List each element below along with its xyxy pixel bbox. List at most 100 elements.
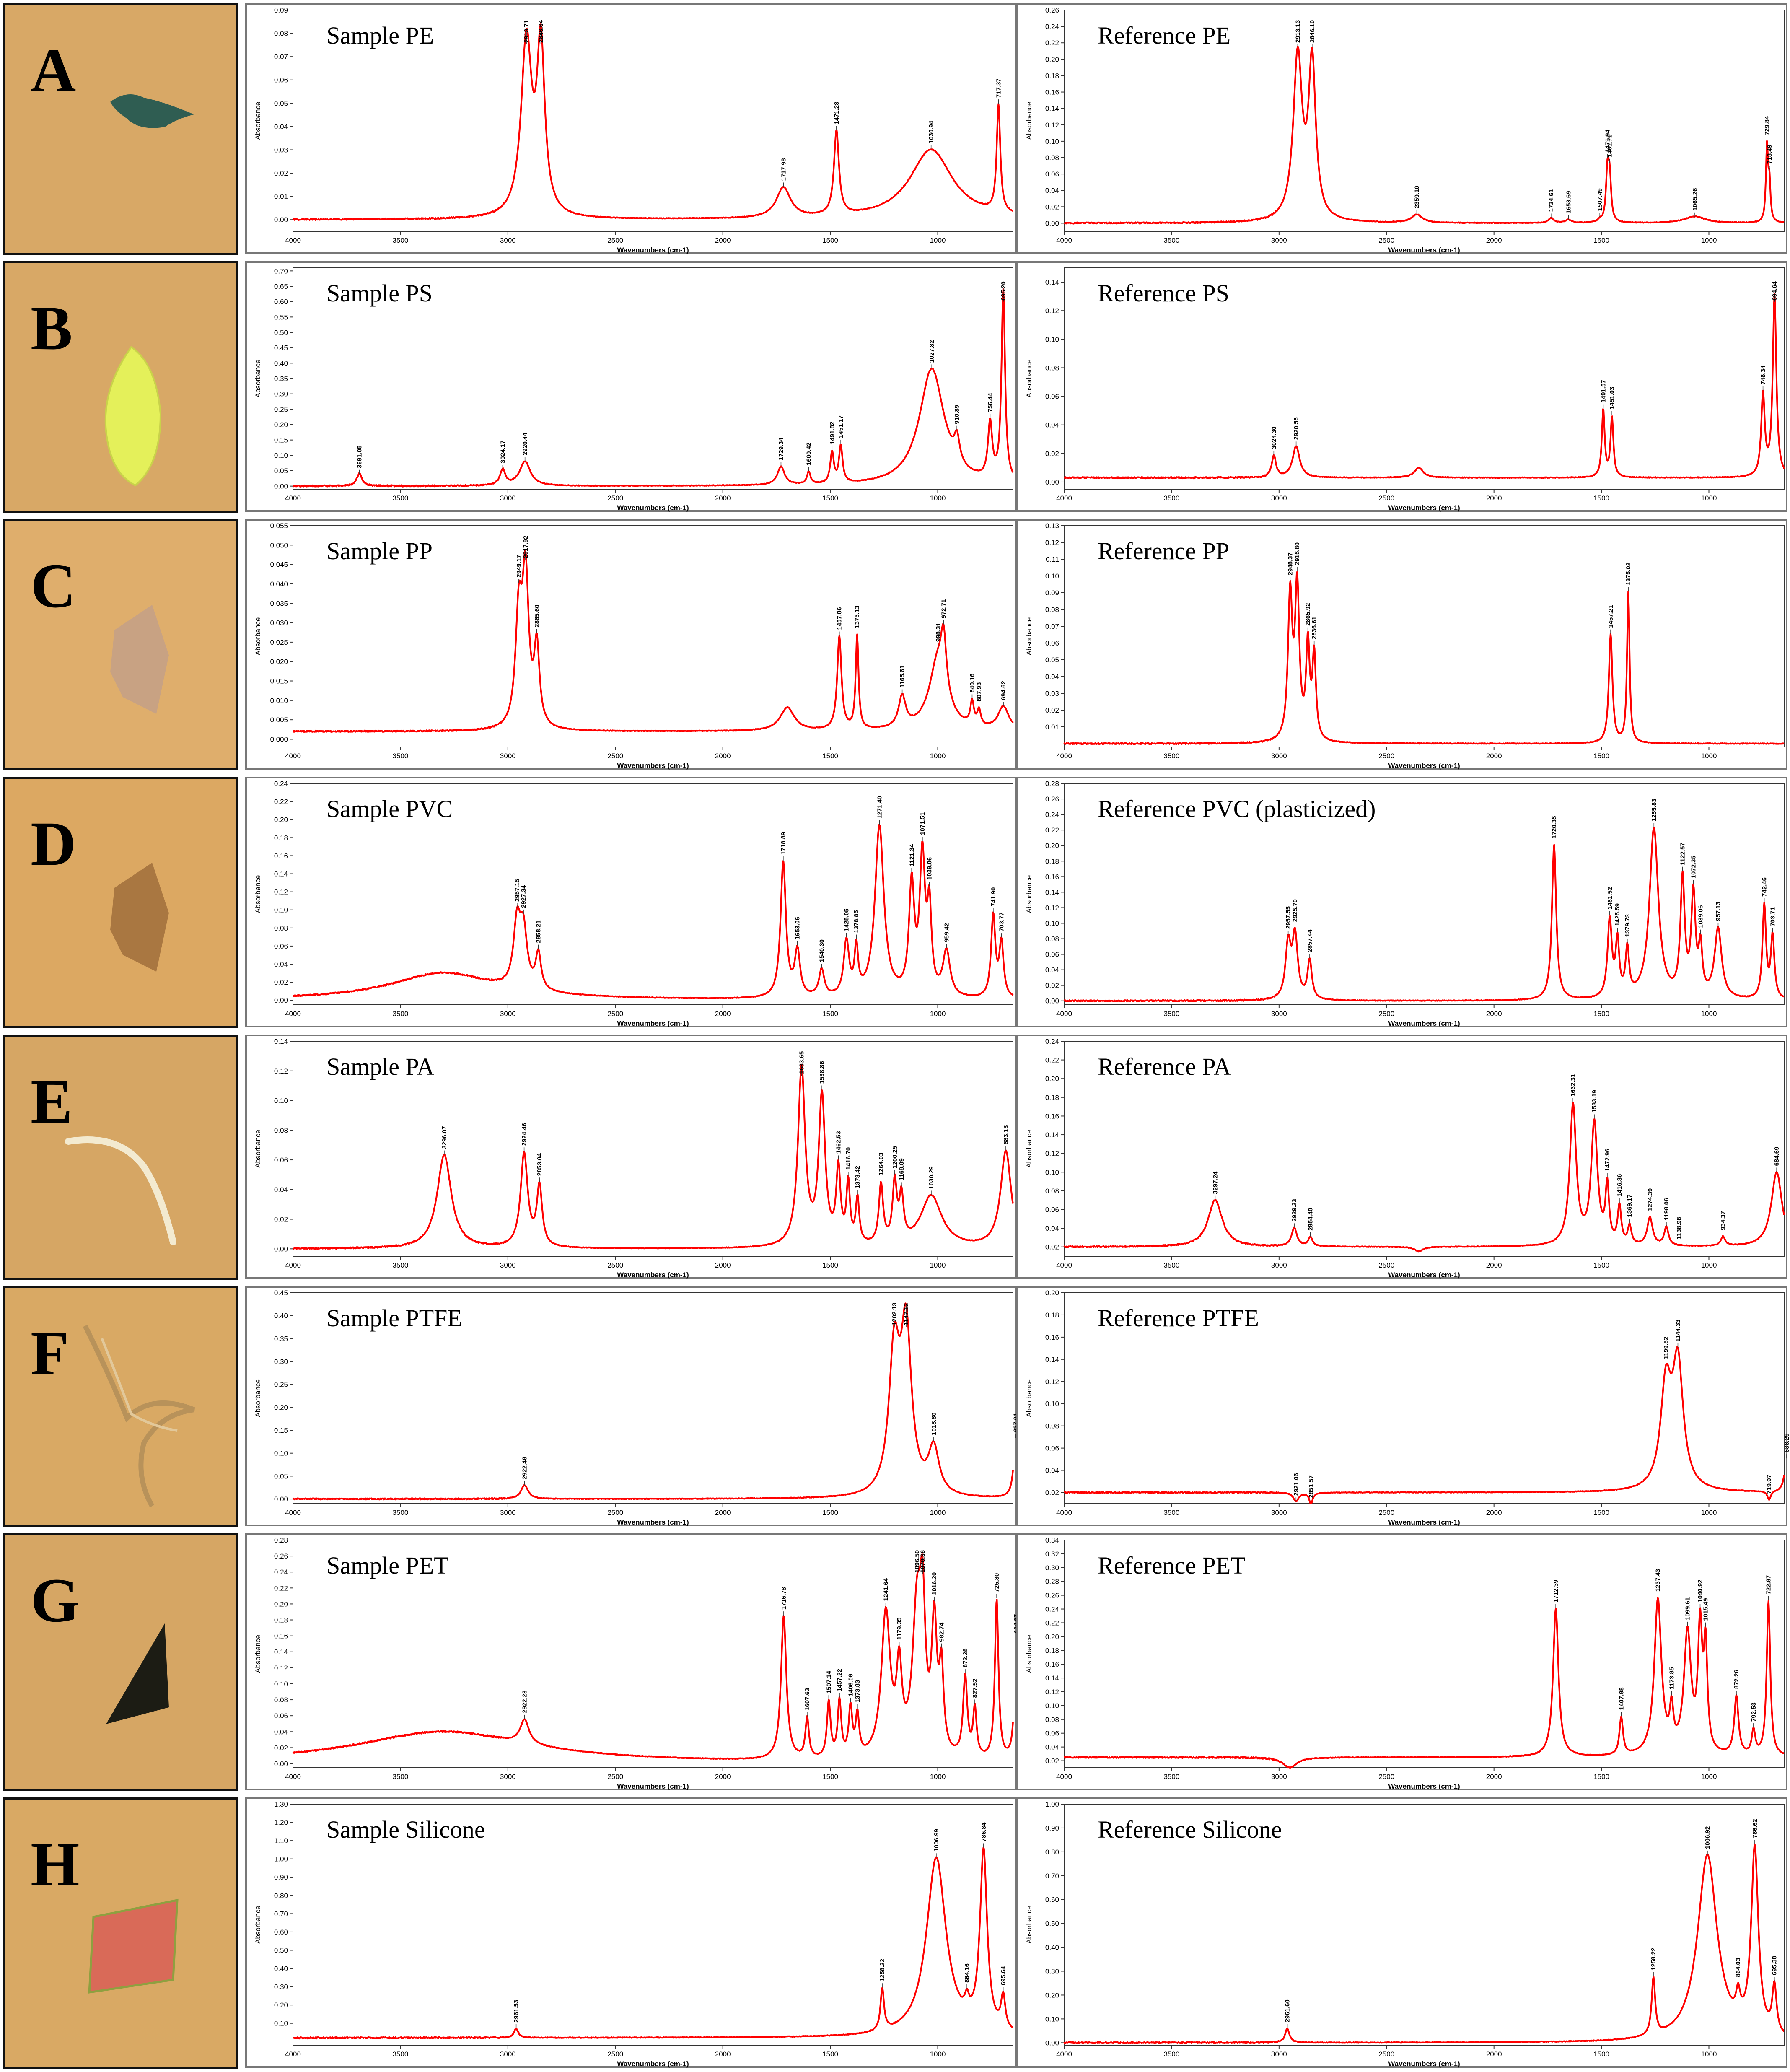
y-tick-label: 0.00: [1045, 997, 1059, 1005]
y-tick-label: 0.06: [1045, 393, 1059, 401]
x-tick-label: 2000: [715, 1773, 731, 1781]
x-tick-label: 3000: [1271, 2050, 1287, 2058]
y-tick-label: 0.02: [1045, 203, 1059, 211]
spectrum-title: Sample PET: [326, 1552, 449, 1579]
peak-label: 1734.61: [1548, 189, 1555, 212]
y-tick-label: 0.16: [1045, 1112, 1059, 1120]
y-tick-label: 0.20: [274, 1600, 288, 1608]
y-tick-label: 0.26: [1045, 1592, 1059, 1600]
x-tick-label: 1000: [1701, 1509, 1717, 1517]
y-tick-label: 0.08: [1045, 935, 1059, 943]
peak-label: 864.16: [964, 1963, 971, 1983]
plot-frame: [1064, 783, 1785, 1005]
y-tick-label: 0.22: [1045, 39, 1059, 47]
sample-spectrum-chart: 0.00 0.02 0.04 0.06 0.08 0.10 0.12 0.14 Absorban…: [254, 1037, 1014, 1279]
x-axis-label: Wavenumbers (cm-1): [1388, 246, 1460, 254]
x-tick-label: 3000: [500, 236, 516, 244]
sample-spectrum-chart: 0.00 0.02 0.04 0.06 0.08 0.10 0.12 0.14 0.16 0.18…: [254, 780, 1014, 1027]
peak-label: 717.37: [995, 78, 1002, 98]
sample-spectrum-panel: 0.00 0.02 0.04 0.06 0.08 0.10 0.12 0.14 Absorban…: [245, 1035, 1016, 1279]
peak-label: 1653.69: [1565, 191, 1572, 213]
spectrum-line: [1063, 826, 1785, 1003]
y-tick-label: 0.06: [1045, 1730, 1059, 1737]
x-tick-label: 1500: [822, 1261, 838, 1269]
peak-label: 1457.22: [836, 1669, 843, 1691]
y-tick-label: 0.14: [1045, 888, 1059, 896]
y-tick-label: 0.18: [1045, 72, 1059, 80]
y-tick-label: 1.10: [274, 1837, 288, 1845]
peak-label: 1072.35: [1690, 856, 1697, 878]
y-tick-label: 0.04: [1045, 1467, 1059, 1475]
x-tick-label: 3500: [393, 494, 409, 502]
peak-label: 638.29: [1783, 1433, 1789, 1452]
y-tick-label: 0.06: [1045, 951, 1059, 959]
peak-label: 1425.05: [843, 908, 850, 931]
sample-photo: H: [3, 1797, 238, 2069]
x-tick-label: 2000: [1486, 2050, 1502, 2058]
x-tick-label: 1500: [822, 1509, 838, 1517]
sample-photo: A: [3, 3, 238, 255]
y-tick-label: 0.01: [274, 193, 288, 201]
peak-label: 1491.57: [1600, 380, 1607, 402]
y-tick-label: 0.14: [274, 1648, 288, 1656]
x-tick-label: 4000: [1056, 236, 1072, 244]
peak-label: 1461.52: [1606, 887, 1614, 910]
y-tick-label: 0.04: [274, 1728, 288, 1736]
peak-label: 1179.35: [896, 1618, 903, 1640]
y-tick-label: 0.32: [1045, 1550, 1059, 1558]
spectrum-title: Reference Silicone: [1098, 1816, 1282, 1843]
x-tick-label: 2500: [1378, 1010, 1394, 1018]
panel-row: A 0.00 0.01 0.02 0.03 0.04 0.05 0.06 0.07 0.08 0.0…: [0, 0, 1790, 255]
peak-label: 1472.96: [1604, 1149, 1611, 1171]
spectrum-line: [292, 1063, 1014, 1250]
peak-label: 1030.29: [928, 1166, 935, 1189]
plot-frame: [1064, 1041, 1785, 1257]
peak-label: 1040.92: [1697, 1579, 1704, 1602]
peak-label: 2857.44: [1306, 929, 1313, 952]
peak-label: 1027.82: [928, 340, 935, 363]
x-axis-label: Wavenumbers (cm-1): [617, 1019, 689, 1027]
x-tick-label: 3000: [500, 1261, 516, 1269]
x-tick-label: 2000: [715, 1509, 731, 1517]
x-tick-label: 3500: [1164, 1010, 1180, 1018]
peak-label: 2359.10: [1414, 186, 1421, 208]
x-axis-label: Wavenumbers (cm-1): [617, 2060, 689, 2068]
x-tick-label: 2000: [1486, 1261, 1502, 1269]
peak-label: 1600.42: [806, 443, 813, 465]
peak-label: 1717.98: [780, 158, 787, 181]
x-axis-label: Wavenumbers (cm-1): [1388, 1518, 1460, 1526]
x-tick-label: 3500: [1164, 236, 1180, 244]
peak-label: 959.42: [943, 923, 950, 942]
x-tick-label: 1000: [930, 752, 946, 760]
y-tick-label: 0.12: [274, 1664, 288, 1672]
peak-label: 1165.61: [899, 665, 906, 687]
peak-label: 2922.48: [521, 1457, 528, 1479]
peak-label: 718.49: [1766, 145, 1773, 164]
sample-spectrum-chart: 0.00 0.01 0.02 0.03 0.04 0.05 0.06 0.07 0.08 0.09…: [254, 6, 1014, 254]
y-tick-label: 0.00: [1045, 2039, 1059, 2047]
peak-label: 1147.12: [903, 1303, 910, 1325]
peak-label: 1729.34: [777, 437, 785, 460]
reference-spectrum-panel: 0.00 0.10 0.20 0.30 0.40 0.50 0.60 0.70 0.80 0.90…: [1016, 1797, 1787, 2068]
y-tick-label: 0.02: [274, 1744, 288, 1752]
reference-spectrum-chart: 0.02 0.04 0.06 0.08 0.10 0.12 0.14 0.16 0.18 0.20…: [1025, 1037, 1785, 1279]
y-tick-label: 0.34: [1045, 1536, 1059, 1544]
x-tick-label: 3000: [1271, 494, 1287, 502]
plot-frame: [293, 1540, 1013, 1768]
y-axis-label: Absorbance: [254, 1635, 262, 1673]
y-tick-label: 0.14: [1045, 1131, 1059, 1139]
x-tick-label: 1500: [1593, 1261, 1609, 1269]
x-axis-label: Wavenumbers (cm-1): [617, 1271, 689, 1279]
x-tick-label: 4000: [285, 1773, 301, 1781]
peak-label: 1096.50: [914, 1550, 921, 1573]
x-tick-label: 1000: [1701, 1010, 1717, 1018]
peak-label: 1379.73: [1624, 914, 1631, 937]
y-tick-label: 1.20: [274, 1819, 288, 1827]
x-tick-label: 1000: [1701, 752, 1717, 760]
spectrum-title: Sample PE: [326, 22, 434, 49]
x-axis-label: Wavenumbers (cm-1): [617, 1518, 689, 1526]
x-tick-label: 3000: [1271, 1010, 1287, 1018]
x-tick-label: 3500: [1164, 1509, 1180, 1517]
y-tick-label: 0.04: [1045, 187, 1059, 194]
y-tick-label: 0.10: [1045, 1400, 1059, 1408]
